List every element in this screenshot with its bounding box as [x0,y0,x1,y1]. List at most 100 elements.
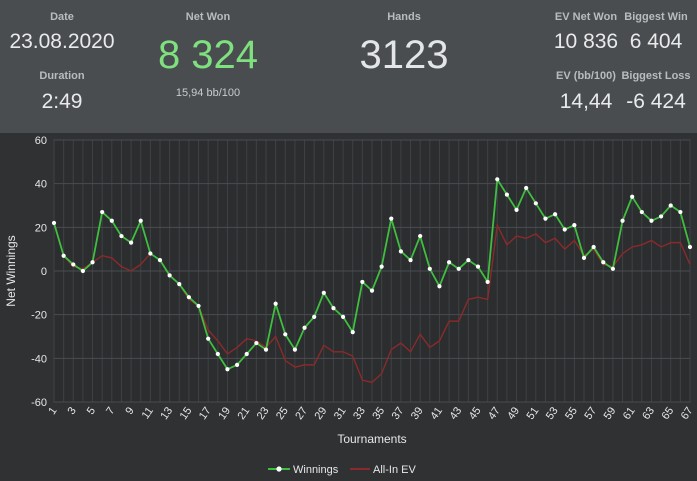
hands-value: 3123 [359,33,449,77]
winnings-point [658,214,664,219]
y-tick-label: 20 [35,222,47,234]
winnings-point [524,185,529,191]
x-tick-label: 5 [85,405,98,417]
winnings-point [177,282,182,287]
winnings-point [504,192,510,197]
x-tick-label: 51 [525,405,542,422]
winnings-point [668,203,673,208]
winnings-point [543,216,548,221]
netwon-label: Net Won [185,11,231,23]
x-tick-label: 61 [621,405,638,422]
x-tick-label: 31 [332,405,349,422]
x-tick-label: 49 [505,405,522,422]
winnings-point [610,266,616,271]
winnings-point [234,362,240,367]
winnings-point [639,209,644,215]
winnings-point [331,306,336,311]
y-tick-label: -40 [31,353,47,365]
legend-allin-label: All-In EV [373,464,416,476]
winnings-point [215,351,220,357]
duration-label: Duration [39,70,85,82]
winnings-point [100,209,105,215]
y-tick-label: -20 [31,310,47,322]
y-tick-label: 60 [35,135,47,147]
winnings-point [418,233,423,239]
x-tick-label: 65 [659,405,676,422]
winnings-chart: 60 40 20 0 -20 -40 -60 1 3 5 7 9 11 13 15 17 19 21 23 25 27 2… [0,133,697,476]
ev-netwon-label: EV Net Won [554,11,618,23]
x-tick-label: 67 [679,405,696,422]
winnings-point [90,260,95,265]
x-tick-label: 39 [409,405,426,422]
winnings-point [263,347,269,352]
winnings-point [206,336,211,341]
biggest-loss-value: -6 424 [626,90,686,113]
winnings-point [591,244,596,250]
winnings-point [562,227,567,232]
winnings-point [456,266,461,271]
winnings-point [350,330,355,335]
winnings-point [398,249,404,254]
winnings-point [533,201,538,206]
x-tick-label: 3 [66,405,79,417]
winnings-point [61,253,66,258]
winnings-point [495,177,500,182]
date-label: Date [50,11,74,23]
x-tick-label: 21 [235,405,252,422]
winnings-point [138,218,143,223]
x-tick-label: 35 [370,405,387,422]
x-tick-label: 59 [602,405,619,422]
x-tick-label: 7 [104,405,117,417]
netwon-value: 8 324 [157,33,259,77]
winnings-point [620,218,625,223]
winnings-point [273,301,278,306]
duration-value: 2:49 [41,90,83,113]
winnings-point [475,264,481,269]
winnings-point [254,340,259,346]
winnings-point [369,288,375,293]
y-tick-label: -60 [31,397,47,409]
biggest-win-value: 6 404 [629,30,683,53]
winnings-point [312,314,317,319]
x-tick-label: 11 [140,405,156,421]
winnings-point [167,273,172,278]
x-tick-label: 63 [640,405,657,422]
winnings-point [408,257,413,263]
x-tick-label: 37 [390,405,407,422]
winnings-point [581,255,587,260]
x-tick-label: 27 [293,405,310,422]
winnings-point [186,295,192,300]
winnings-point [51,220,57,226]
hands-label: Hands [387,11,421,23]
winnings-point [466,257,471,263]
winnings-point [630,194,635,199]
x-tick-label: 41 [428,405,445,422]
winnings-point [225,367,230,372]
x-tick-label: 9 [123,405,136,417]
x-tick-label: 45 [467,405,484,422]
winnings-point [485,279,490,285]
winnings-point [446,260,452,265]
ev-bb-value: 14,44 [559,90,613,113]
winnings-point [148,251,153,256]
winnings-point [292,347,298,352]
y-axis-label: Net Winnings [4,235,18,306]
winnings-point [687,244,693,250]
winnings-point [71,262,76,267]
x-tick-label: 57 [582,405,599,422]
winnings-point [649,218,654,223]
winnings-point [283,332,288,337]
winnings-point [302,325,307,330]
winnings-point [360,279,365,285]
winnings-point [119,233,124,239]
x-tick-label: 17 [197,405,214,422]
x-tick-label: 33 [351,405,368,422]
x-tick-label: 15 [178,405,195,422]
winnings-point [437,284,442,289]
winnings-point [572,223,577,228]
x-tick-label: 25 [274,405,291,422]
winnings-point [196,303,201,309]
winnings-point [80,268,86,274]
winnings-point [244,351,249,357]
x-tick-label: 13 [158,405,175,422]
